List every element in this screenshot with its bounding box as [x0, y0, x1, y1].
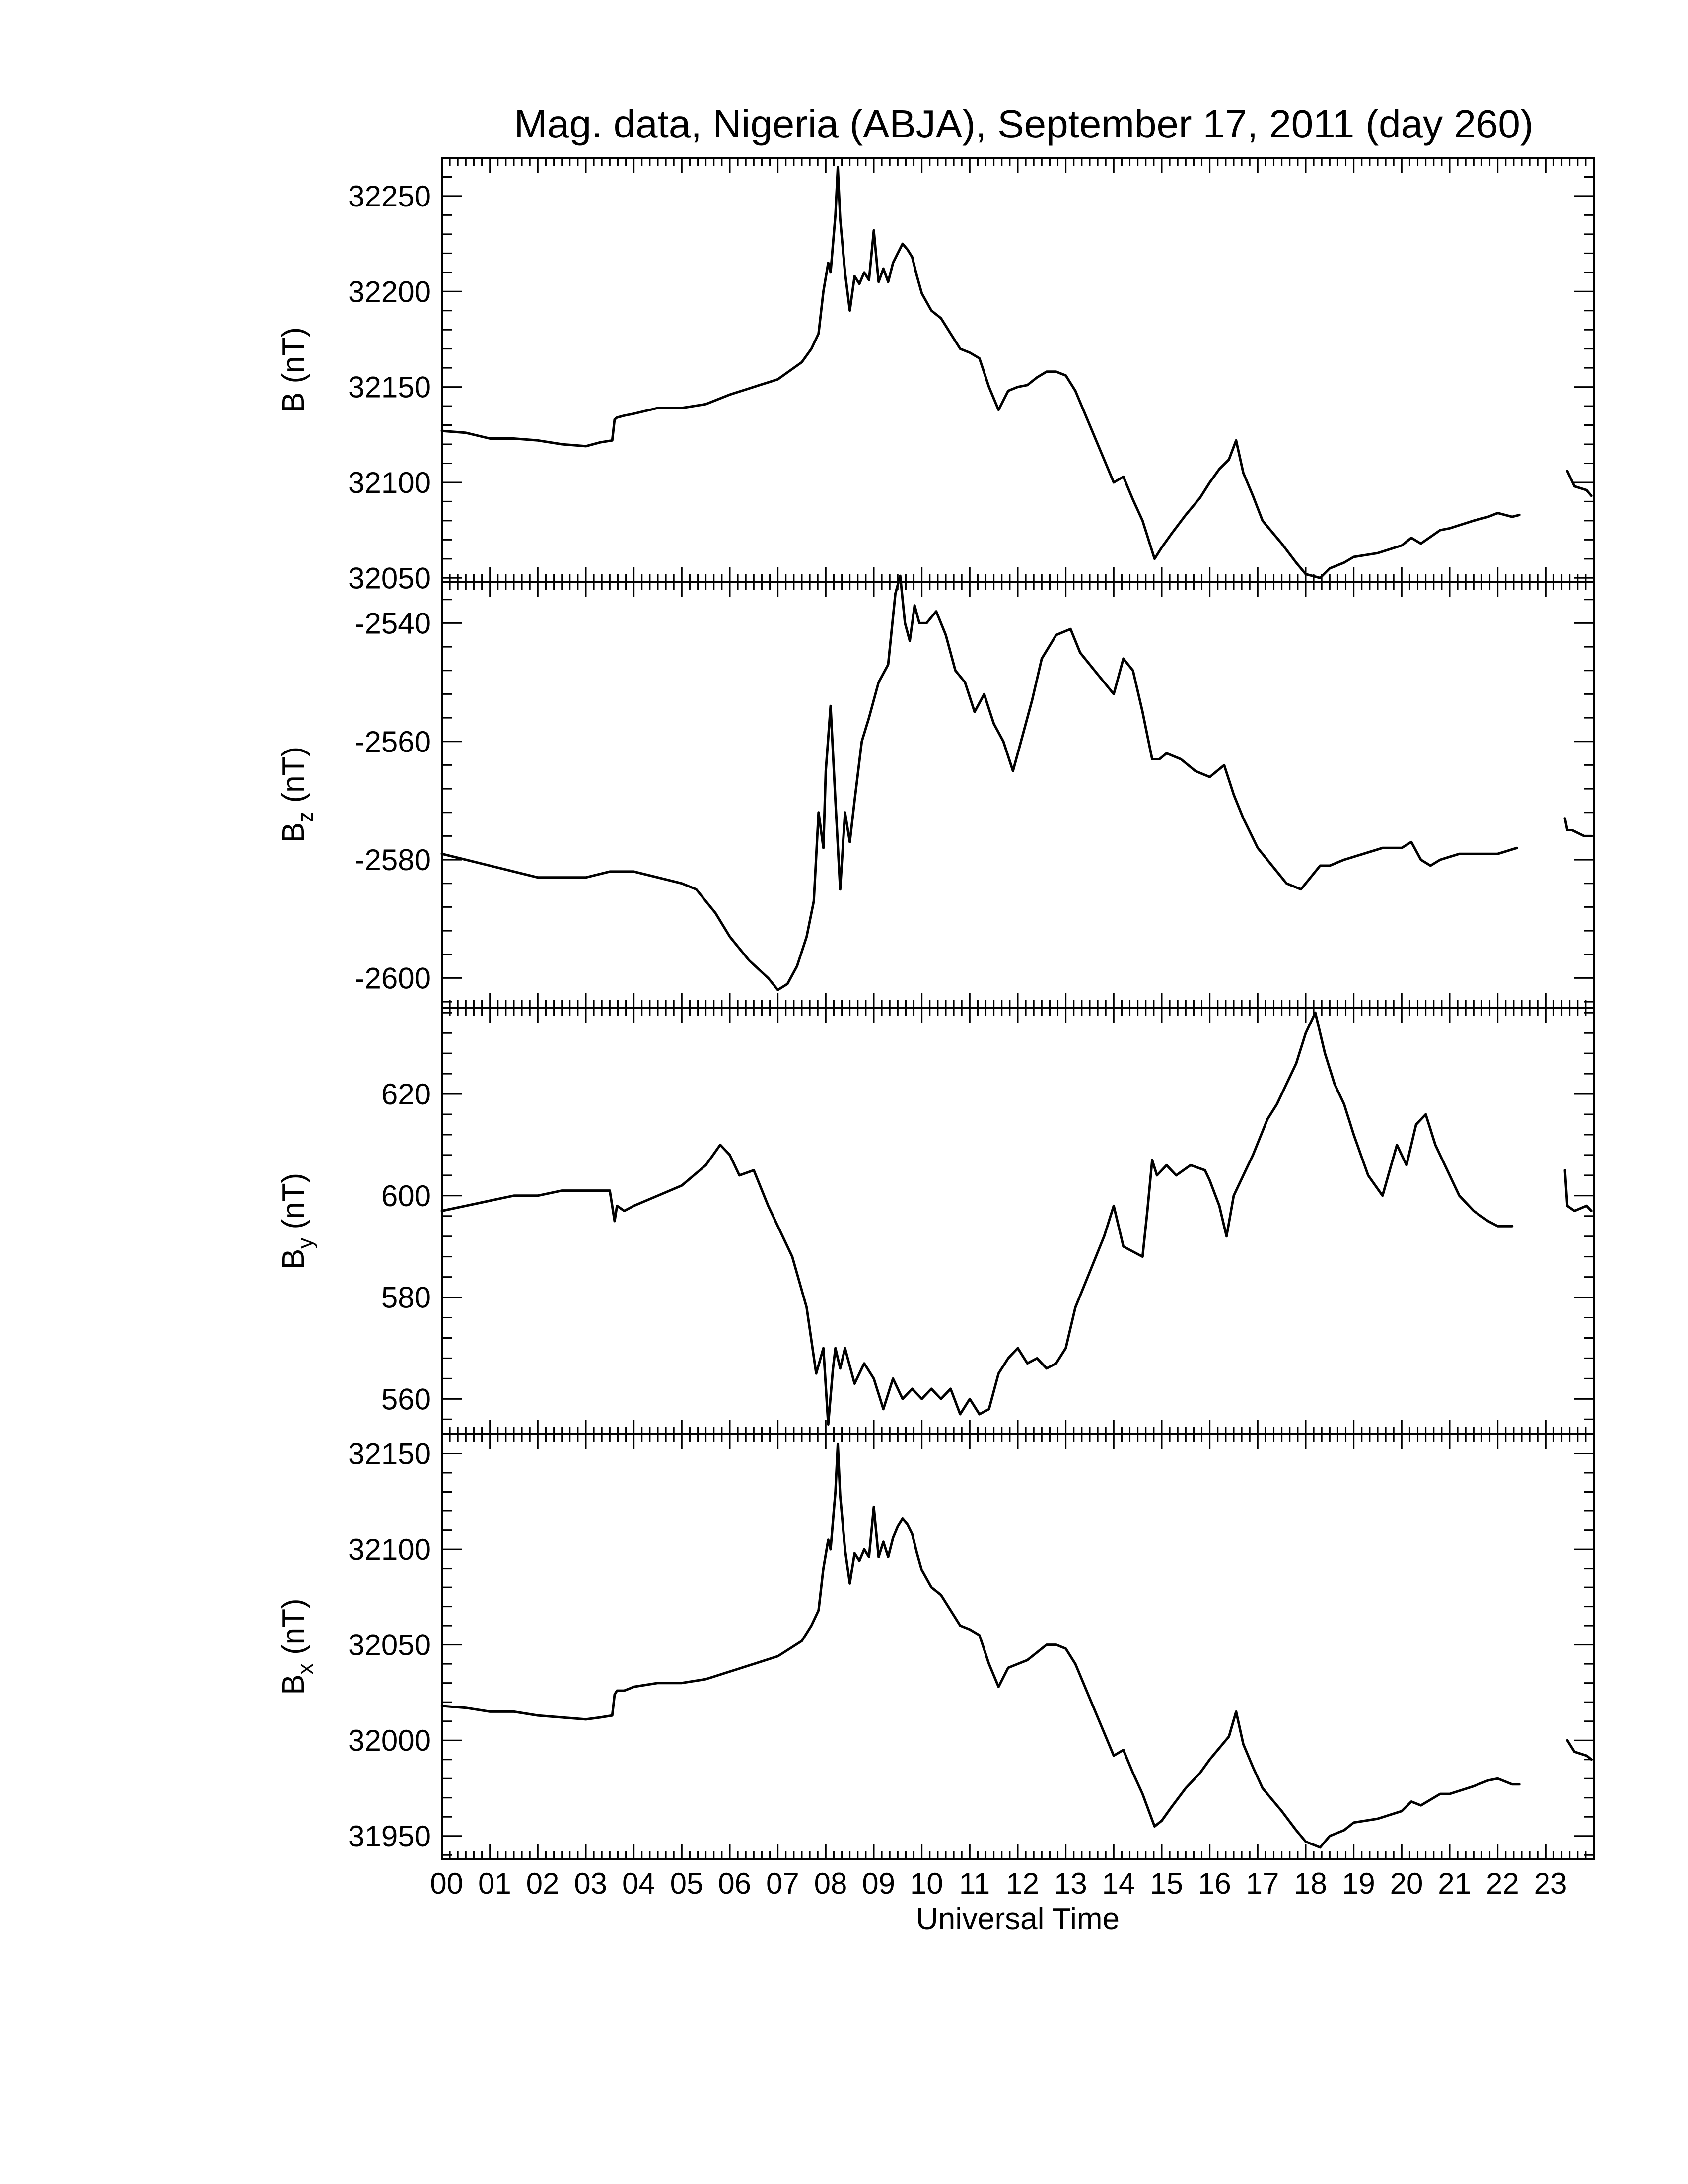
y-tick-label: -2580: [355, 843, 431, 877]
x-tick-label: 16: [1198, 1867, 1231, 1900]
y-tick-label: 600: [381, 1179, 431, 1213]
x-tick-label: 23: [1534, 1867, 1567, 1900]
panel-bz: -2600 -2580 -2560 -2540 Bz (nT): [277, 574, 1595, 1009]
x-tick-label: 11: [959, 1867, 990, 1900]
x-axis-label: Universal Time: [916, 1902, 1120, 1936]
y-tick-label: 32050: [348, 1629, 431, 1662]
series-line-b: [440, 166, 1593, 579]
x-tick-label: 02: [526, 1867, 560, 1900]
y-tick-label: 32000: [348, 1724, 431, 1757]
panel-by: 560 580 600 620 By (nT): [277, 1007, 1595, 1435]
y-axis-label: Bx (nT): [277, 1598, 318, 1695]
x-tick-label: 01: [478, 1867, 511, 1900]
y-axis-label: B (nT): [277, 327, 311, 412]
y-tick-label: 32250: [348, 180, 431, 213]
x-tick-label: 18: [1294, 1867, 1327, 1900]
y-tick-label: -2560: [355, 725, 431, 758]
y-tick-label: -2540: [355, 607, 431, 640]
y-axis-label: Bz (nT): [277, 747, 318, 843]
x-tick-label: 17: [1246, 1867, 1279, 1900]
x-tick-label: 00: [430, 1867, 463, 1900]
x-tick-label: 07: [766, 1867, 799, 1900]
series-line-bz: [440, 574, 1593, 991]
x-tick-label: 03: [574, 1867, 607, 1900]
x-tick-label: 19: [1342, 1867, 1375, 1900]
x-tick-label: 05: [670, 1867, 703, 1900]
x-tick-label: 21: [1438, 1867, 1471, 1900]
y-tick-label: 32200: [348, 275, 431, 308]
x-tick-label: 08: [814, 1867, 847, 1900]
y-tick-label: 32150: [348, 1437, 431, 1471]
series-line-bx: [440, 1442, 1593, 1849]
y-tick-label: 580: [381, 1281, 431, 1314]
panel-frame: [441, 157, 1595, 583]
panel-bx: 31950 32000 32050 32100 32150 Bx (nT): [277, 1433, 1595, 1860]
series-line-by: [440, 1011, 1593, 1426]
y-tick-label: 620: [381, 1078, 431, 1111]
x-tick-label: 12: [1006, 1867, 1039, 1900]
x-tick-label: 06: [718, 1867, 751, 1900]
x-tick-label: 20: [1390, 1867, 1423, 1900]
panel-frame: [441, 581, 1595, 1009]
y-tick-label: 32100: [348, 466, 431, 499]
y-tick-label: 31950: [348, 1820, 431, 1853]
panel-b: 32050 32100 32150 32200 32250 B (nT): [277, 157, 1595, 595]
y-tick-label: 32100: [348, 1533, 431, 1566]
panel-frame: [441, 1433, 1595, 1860]
x-tick-label: 09: [862, 1867, 895, 1900]
y-tick-label: 32150: [348, 371, 431, 404]
chart-title: Mag. data, Nigeria (ABJA), September 17,…: [514, 102, 1534, 146]
x-tick-label: 15: [1150, 1867, 1183, 1900]
x-tick-label: 10: [910, 1867, 943, 1900]
x-axis: 00 01 02 03 04 05 06 07 08 09 10 11 12 13 14 15 16 17 18 19…: [430, 1867, 1567, 1900]
y-axis-label: By (nT): [277, 1173, 318, 1269]
x-tick-label: 22: [1486, 1867, 1519, 1900]
x-tick-label: 13: [1054, 1867, 1087, 1900]
y-tick-label: -2600: [355, 961, 431, 995]
x-tick-label: 04: [622, 1867, 655, 1900]
y-tick-label: 560: [381, 1382, 431, 1416]
x-tick-label: 14: [1102, 1867, 1135, 1900]
y-tick-label: 32050: [348, 561, 431, 595]
panels: 32050 32100 32150 32200 32250 B (nT) -2600 -258…: [277, 157, 1595, 1860]
